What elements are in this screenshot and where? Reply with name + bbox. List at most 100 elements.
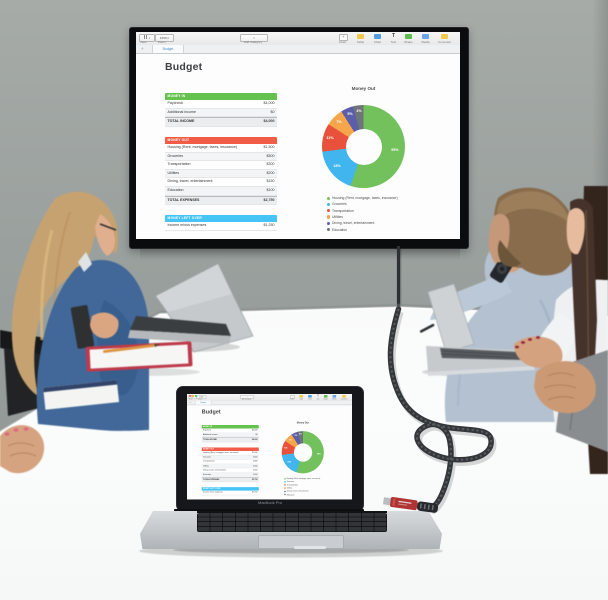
media-button[interactable]: Media bbox=[417, 32, 434, 45]
navy-document bbox=[43, 380, 120, 410]
numbers-toolbar: ▾ View 125%▾ Zoom ▾ Add Category + Inser… bbox=[136, 32, 460, 46]
sheet-content: Budget MONEY IN Paycheck $4,000 Additiona… bbox=[187, 404, 352, 499]
view-label: View bbox=[140, 40, 147, 45]
tv-screen: ▾ View 125%▾ Zoom ▾ Add Category + Inser… bbox=[136, 32, 460, 239]
insert-button[interactable]: + Insert bbox=[290, 394, 295, 400]
media-icon bbox=[332, 394, 337, 398]
sheet-tab-bar: + Budget bbox=[136, 45, 460, 54]
clipboard bbox=[85, 341, 193, 372]
table-total-row: TOTAL INCOME $4,000 bbox=[201, 436, 259, 442]
table-row: Income minus expenses $1,250 bbox=[201, 490, 259, 495]
tab-budget[interactable]: Budget bbox=[195, 400, 212, 404]
legend-item: Dining, travel, entertainment bbox=[284, 489, 320, 492]
table-row: Additional income $0 bbox=[201, 432, 259, 437]
legend-item: Housing (Rent, mortgage, taxes, insuranc… bbox=[284, 476, 320, 479]
hdmi-connector bbox=[382, 497, 439, 513]
slice-label: 4% bbox=[356, 109, 362, 113]
slice-label: 55% bbox=[316, 452, 321, 455]
zoom-label: Zoom bbox=[158, 40, 166, 45]
table-row: Dining, travel, entertainment $150 bbox=[165, 178, 277, 187]
macbook-base bbox=[140, 511, 442, 549]
add-sheet-button[interactable]: + bbox=[189, 400, 191, 404]
add-sheet-button[interactable]: + bbox=[141, 45, 144, 51]
table-total-row: TOTAL EXPENSES $2,750 bbox=[165, 195, 277, 206]
table-row: Education $100 bbox=[165, 186, 277, 196]
macbook-hinge bbox=[174, 509, 364, 512]
legend-dot bbox=[284, 493, 286, 495]
clasped-hands bbox=[534, 361, 596, 414]
pencil bbox=[102, 343, 161, 353]
comment-button[interactable]: Comment bbox=[436, 32, 453, 45]
view-button[interactable]: ▾ bbox=[139, 33, 155, 42]
cable-braid bbox=[387, 306, 494, 511]
table-row: Additional income $0 bbox=[165, 108, 277, 118]
view-label: View bbox=[189, 397, 193, 400]
legend-item: Utilities bbox=[284, 486, 320, 489]
money-out-table: MONEY OUT Housing (Rent, mortgage, taxes… bbox=[201, 446, 259, 482]
text-button[interactable]: T Text bbox=[390, 33, 397, 45]
add-category-label: Add Category bbox=[243, 40, 263, 45]
tab-budget[interactable]: Budget bbox=[152, 45, 184, 53]
shape-icon bbox=[405, 34, 412, 40]
window-traffic-lights[interactable] bbox=[189, 395, 198, 397]
chart-button[interactable]: Chart bbox=[369, 32, 386, 45]
money-out-header: MONEY OUT bbox=[165, 137, 277, 144]
phone bbox=[70, 305, 95, 349]
table-row: Groceries $500 bbox=[165, 152, 277, 162]
zoom-window-icon bbox=[195, 395, 198, 397]
comment-button[interactable]: Comment bbox=[340, 394, 349, 401]
chart-button[interactable]: Chart bbox=[306, 394, 315, 401]
view-icon bbox=[190, 395, 193, 397]
legend-item: Education bbox=[284, 492, 320, 495]
minimize-window-icon bbox=[192, 395, 194, 397]
slice-label: 18% bbox=[287, 460, 292, 463]
table-icon bbox=[299, 394, 304, 398]
pen bbox=[419, 323, 435, 333]
connector-red-shell bbox=[389, 497, 418, 511]
text-button[interactable]: T Text bbox=[316, 394, 320, 400]
table-row: Transportation $300 bbox=[201, 459, 259, 464]
shape-button[interactable]: Shape bbox=[400, 32, 417, 45]
zoom-button[interactable]: 125%▾ bbox=[155, 33, 174, 42]
shape-button[interactable]: Shape bbox=[321, 394, 330, 401]
legend-item: Groceries bbox=[327, 201, 398, 207]
legend-dot bbox=[327, 196, 331, 200]
table-button[interactable]: Table bbox=[297, 394, 306, 401]
add-category-button[interactable]: ▾ bbox=[239, 394, 255, 399]
table-total-row: TOTAL INCOME $4,000 bbox=[165, 117, 277, 127]
media-button[interactable]: Media bbox=[330, 394, 339, 401]
table-row: Education $100 bbox=[201, 472, 259, 477]
money-out-donut: 55% 18% 11% 7% 5% 4% bbox=[281, 430, 324, 473]
hands-bottom-left bbox=[0, 425, 45, 474]
chart-title: Money Out bbox=[351, 86, 376, 91]
laptop-right bbox=[426, 283, 535, 376]
insert-icon: + bbox=[290, 394, 295, 399]
shape-icon bbox=[323, 394, 328, 398]
insert-button[interactable]: + Insert bbox=[338, 34, 348, 45]
legend-dot bbox=[284, 480, 286, 483]
close-window-icon bbox=[189, 395, 191, 397]
laptop-back-view bbox=[128, 263, 254, 353]
wall-tv: ▾ View 125%▾ Zoom ▾ Add Category + Inser… bbox=[129, 27, 469, 249]
touch-bar[interactable] bbox=[197, 511, 387, 514]
legend-dot bbox=[327, 221, 331, 225]
legend-dot bbox=[284, 477, 286, 479]
sheet-content: Budget MONEY IN Paycheck $4,000 Additiona… bbox=[136, 53, 460, 239]
table-row: Groceries $500 bbox=[201, 454, 259, 460]
legend-dot bbox=[284, 490, 286, 492]
hand bbox=[90, 312, 119, 339]
money-left-over-table: MONEY LEFT OVER Income minus expenses $1,… bbox=[165, 215, 277, 231]
add-category-button[interactable]: ▾ bbox=[240, 33, 268, 42]
hands bbox=[514, 336, 563, 368]
table-total-row: TOTAL EXPENSES $2,750 bbox=[201, 476, 259, 482]
money-out-donut: 55% 18% 11% 7% 5% 4% bbox=[322, 105, 405, 188]
slice-label: 5% bbox=[294, 434, 298, 437]
table-row: Utilities $200 bbox=[165, 169, 277, 179]
legend-dot bbox=[327, 228, 331, 232]
legend-item: Groceries bbox=[284, 480, 320, 483]
table-button[interactable]: Table bbox=[352, 32, 369, 45]
macbook-display: ▾ View 125%▾ Zoom ▾ Add Category + Inser… bbox=[176, 386, 364, 512]
keyboard[interactable] bbox=[197, 513, 387, 532]
